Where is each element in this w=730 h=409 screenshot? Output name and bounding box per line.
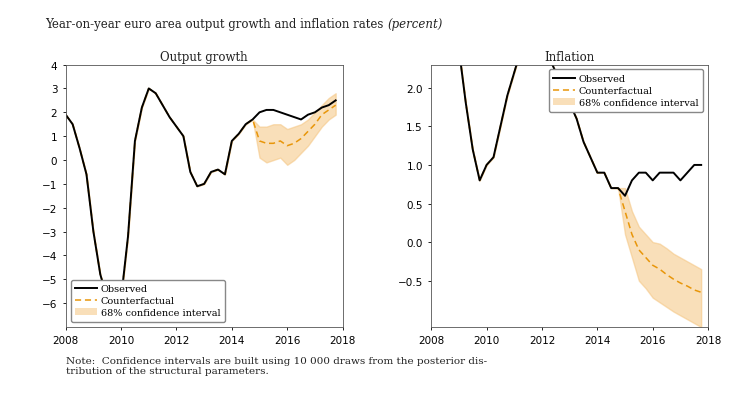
- Legend: Observed, Counterfactual, 68% confidence interval: Observed, Counterfactual, 68% confidence…: [549, 70, 703, 113]
- Text: Year-on-year euro area output growth and inflation rates: Year-on-year euro area output growth and…: [45, 18, 387, 31]
- Legend: Observed, Counterfactual, 68% confidence interval: Observed, Counterfactual, 68% confidence…: [71, 280, 225, 322]
- Title: Inflation: Inflation: [545, 51, 595, 64]
- Text: Note:  Confidence intervals are built using 10 000 draws from the posterior dis-: Note: Confidence intervals are built usi…: [66, 356, 487, 375]
- Title: Output growth: Output growth: [161, 51, 248, 64]
- Text: (percent): (percent): [388, 18, 443, 31]
